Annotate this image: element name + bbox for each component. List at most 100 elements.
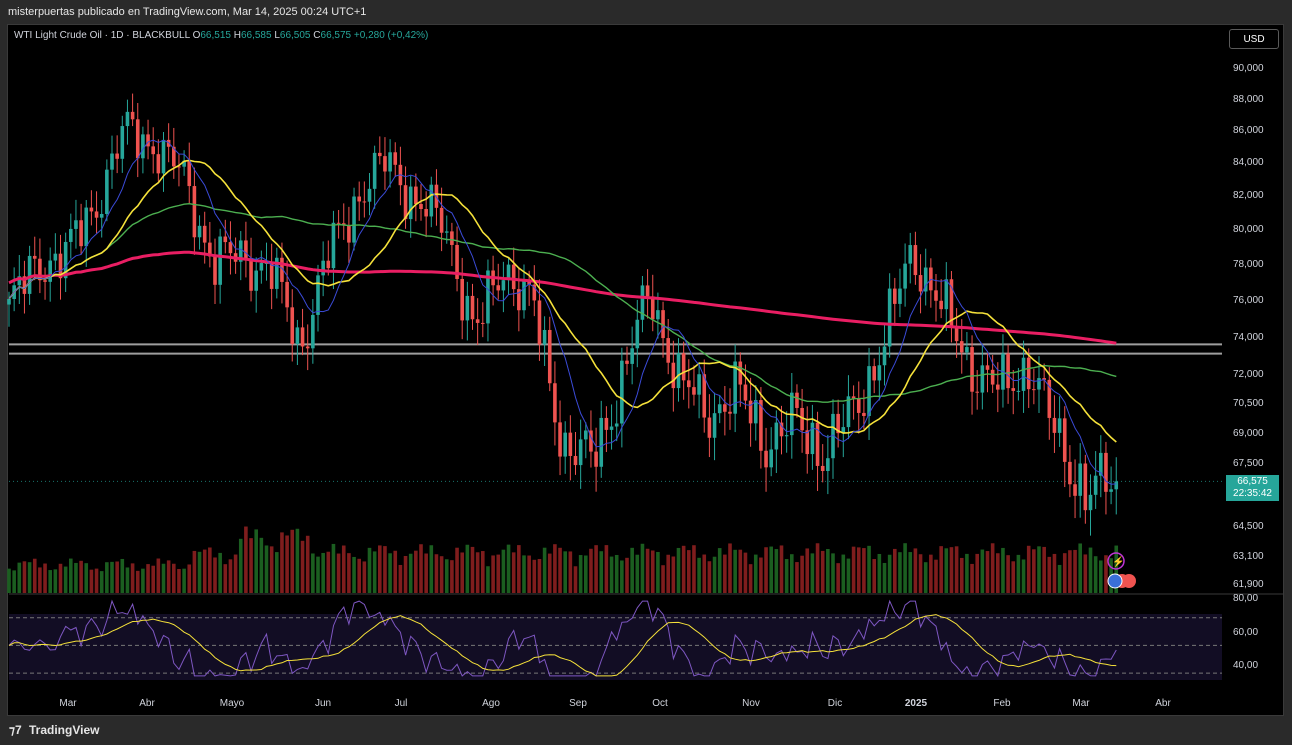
candle-body	[1011, 388, 1016, 391]
volume-bar	[728, 543, 732, 593]
candle-body	[996, 384, 1000, 390]
candle-body	[1021, 357, 1026, 391]
volume-bar	[1016, 554, 1021, 593]
candle-body	[903, 263, 907, 289]
currency-button[interactable]: USD	[1229, 29, 1279, 49]
volume-bar	[913, 548, 918, 593]
volume-bar	[249, 538, 253, 593]
candle-body	[764, 450, 768, 468]
candle-body	[558, 422, 562, 457]
candle-body	[74, 220, 78, 229]
candle-body	[542, 329, 547, 345]
candle-body	[341, 223, 346, 226]
candle-body	[692, 387, 696, 395]
candle-body	[357, 196, 361, 202]
volume-bar	[89, 569, 94, 593]
candle-body	[918, 275, 923, 292]
volume-bar	[202, 549, 207, 593]
last-price-tag: 66,575 22:35:42	[1226, 475, 1279, 501]
volume-bar	[650, 550, 655, 593]
volume-bar	[759, 557, 763, 593]
volume-bar	[22, 561, 27, 593]
volume-bar	[141, 568, 145, 593]
candle-body	[728, 411, 732, 414]
volume-bar	[311, 553, 315, 593]
volume-bar	[949, 547, 954, 593]
candle-body	[584, 430, 588, 440]
candle-body	[568, 432, 573, 456]
volume-bar	[831, 553, 835, 593]
volume-bar	[285, 535, 289, 593]
volume-bar	[166, 560, 171, 593]
volume-bar	[692, 545, 696, 593]
volume-bar	[491, 555, 495, 593]
volume-bar	[238, 538, 243, 593]
last-price: 66,575	[1237, 476, 1268, 487]
candle-body	[465, 295, 470, 321]
candle-body	[48, 260, 52, 282]
candle-body	[383, 156, 387, 172]
candle-body	[923, 267, 928, 292]
volume-bar	[547, 553, 552, 593]
volume-bar	[887, 554, 892, 593]
volume-bar	[1001, 547, 1005, 593]
candle-body	[460, 278, 464, 321]
candle-body	[980, 365, 985, 393]
volume-bar	[208, 547, 212, 593]
ma-50-line	[8, 202, 1117, 403]
candle-body	[352, 196, 356, 243]
volume-bar	[645, 548, 650, 593]
volume-bar	[486, 566, 490, 593]
volume-bar	[681, 545, 686, 593]
volume-bar	[383, 546, 387, 593]
candle-body	[702, 374, 707, 418]
time-tick-label: Dic	[828, 698, 842, 709]
volume-bar	[341, 545, 346, 593]
candle-body	[105, 169, 109, 214]
volume-bar	[7, 568, 11, 593]
candle-body	[202, 225, 207, 243]
volume-bar	[110, 561, 114, 593]
time-tick-label: Mar	[59, 698, 77, 709]
candle-body	[424, 209, 428, 217]
volume-bar	[959, 557, 964, 593]
price-tick-label: 88,000	[1233, 94, 1264, 105]
candle-body	[563, 432, 567, 457]
price-tick-label: 76,000	[1233, 295, 1264, 306]
volume-bar	[671, 556, 676, 593]
volume-bar	[1021, 559, 1026, 593]
candle-body	[501, 280, 506, 291]
candle-body	[1099, 452, 1103, 476]
volume-bar	[465, 544, 470, 593]
candle-body	[120, 126, 125, 159]
candle-body	[496, 285, 501, 291]
volume-bar	[151, 565, 155, 593]
candle-body	[913, 245, 918, 276]
candle-body	[769, 449, 773, 468]
candle-body	[367, 188, 372, 202]
volume-bar	[192, 550, 197, 593]
candle-body	[759, 400, 763, 451]
volume-bar	[254, 529, 258, 593]
candle-body	[444, 231, 449, 233]
time-tick-label: Feb	[993, 698, 1011, 709]
volume-bar	[290, 529, 295, 593]
candle-body	[388, 152, 392, 172]
volume-bar	[537, 558, 542, 593]
publish-text: misterpuertas publicado en TradingView.c…	[8, 6, 367, 18]
volume-bar	[424, 553, 428, 593]
volume-bar	[105, 562, 109, 593]
candle-body	[228, 242, 233, 254]
close-label: C	[313, 30, 321, 41]
price-tick-label: 70,500	[1233, 398, 1264, 409]
time-tick-label: Ago	[482, 698, 500, 709]
volume-bar	[599, 551, 604, 593]
footer-brand[interactable]: TradingView	[28, 723, 100, 737]
candle-body	[795, 392, 799, 408]
volume-bar	[851, 546, 856, 593]
candle-body	[172, 146, 176, 167]
volume-bar	[481, 551, 485, 593]
candle-body	[990, 369, 995, 385]
volume-bar	[609, 556, 614, 593]
